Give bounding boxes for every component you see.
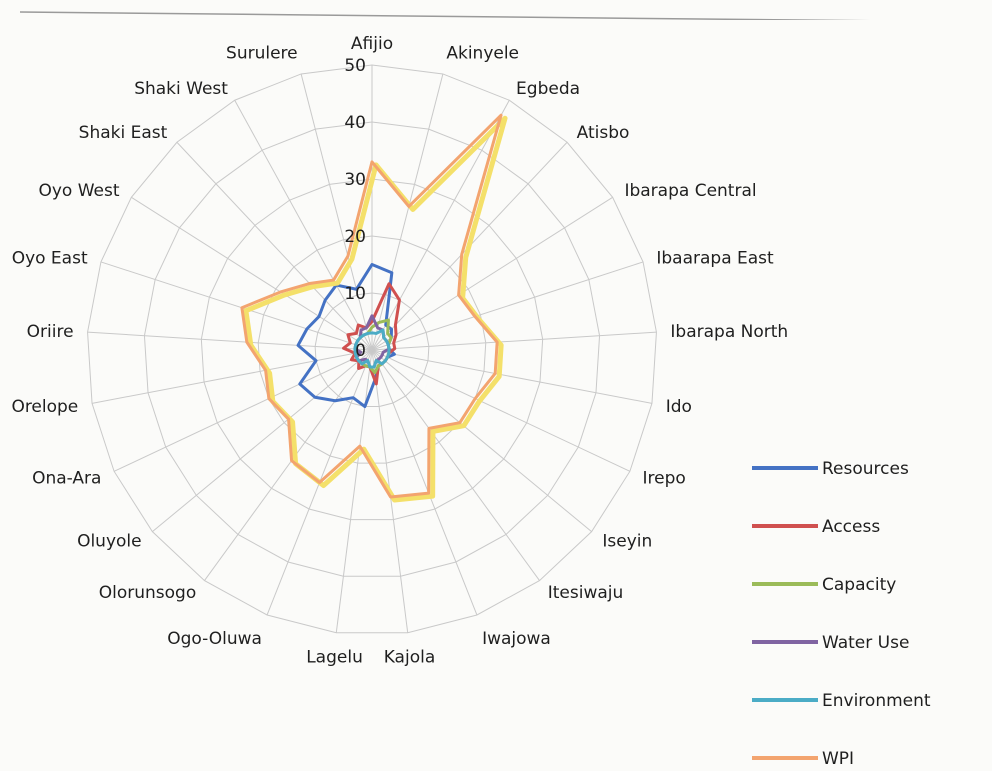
- series-environment: [353, 328, 391, 369]
- grid-spoke: [371, 349, 592, 533]
- tick-label: 50: [344, 56, 366, 76]
- grid-spoke: [371, 349, 631, 472]
- grid-spoke: [300, 73, 373, 351]
- grid-spoke: [113, 349, 373, 472]
- category-label: Iwajowa: [482, 629, 551, 649]
- category-label: Ibaarapa East: [656, 249, 774, 269]
- series-wpi-shadow: [243, 115, 508, 503]
- grid-spoke: [87, 331, 373, 351]
- series-wpi: [240, 113, 503, 499]
- radar-grid: [87, 64, 657, 634]
- tick-label: 10: [344, 284, 366, 304]
- category-label: Ibarapa North: [670, 322, 788, 342]
- grid-spoke: [204, 349, 373, 581]
- grid-spoke: [371, 261, 644, 351]
- grid-spoke: [131, 196, 373, 351]
- grid-spoke: [371, 349, 540, 581]
- grid-ring-30: [200, 178, 544, 521]
- chart-legend: Resources Access Capacity Water Use Environm…: [752, 459, 931, 769]
- category-label: Afijio: [351, 34, 393, 54]
- category-label: Irepo: [643, 468, 686, 488]
- category-label: Ona-Ara: [32, 468, 101, 488]
- category-label: Olorunsogo: [99, 583, 197, 603]
- series-access: [342, 282, 401, 386]
- legend-label: Access: [822, 517, 880, 537]
- category-label: Orelope: [11, 397, 78, 417]
- tick-label: 30: [344, 170, 366, 190]
- radar-tick-labels: 0 10 20 30 40 50: [344, 56, 366, 361]
- radar-category-labels: Afijio Akinyele Egbeda Atisbo Ibarapa Centra…: [11, 34, 788, 668]
- grid-ring-40: [143, 121, 601, 577]
- grid-spoke: [371, 349, 478, 616]
- grid-spoke: [371, 73, 444, 351]
- grid-spoke: [234, 100, 373, 351]
- category-label: Shaki East: [79, 123, 168, 143]
- tick-label: 0: [355, 341, 366, 361]
- category-label: Oriire: [27, 322, 74, 342]
- category-label: Ogo-Oluwa: [167, 629, 262, 649]
- grid-ring-50: [87, 64, 657, 634]
- grid-spoke: [100, 261, 373, 351]
- grid-spoke: [371, 331, 657, 351]
- grid-spoke: [371, 100, 510, 351]
- grid-spoke: [91, 349, 373, 404]
- page-top-rule: [19, 11, 871, 20]
- grid-ring-10: [314, 292, 430, 408]
- category-label: Ibarapa Central: [624, 181, 756, 201]
- category-label: Ido: [666, 397, 692, 417]
- category-label: Atisbo: [577, 123, 630, 143]
- legend-label: Environment: [822, 691, 931, 711]
- category-label: Shaki West: [134, 79, 228, 99]
- grid-spoke: [152, 349, 373, 533]
- radar-series: [240, 113, 508, 503]
- category-label: Egbeda: [516, 79, 580, 99]
- category-label: Itesiwaju: [548, 583, 624, 603]
- category-label: Akinyele: [446, 43, 519, 63]
- grid-spoke: [176, 141, 373, 351]
- category-label: Oyo West: [38, 181, 119, 201]
- category-label: Surulere: [226, 43, 298, 63]
- category-label: Oluyole: [77, 532, 142, 552]
- grid-spoke: [371, 196, 613, 351]
- tick-label: 20: [344, 227, 366, 247]
- category-label: Iseyin: [602, 532, 652, 552]
- grid-spoke: [335, 349, 373, 633]
- category-label: Oyo East: [12, 249, 88, 269]
- category-label: Lagelu: [306, 648, 363, 668]
- legend-label: Water Use: [822, 633, 909, 653]
- legend-label: Capacity: [822, 575, 896, 595]
- category-label: Kajola: [384, 648, 436, 668]
- grid-spoke: [371, 349, 653, 404]
- tick-label: 40: [344, 113, 366, 133]
- legend-label: WPI: [822, 749, 854, 769]
- legend-label: Resources: [822, 459, 909, 479]
